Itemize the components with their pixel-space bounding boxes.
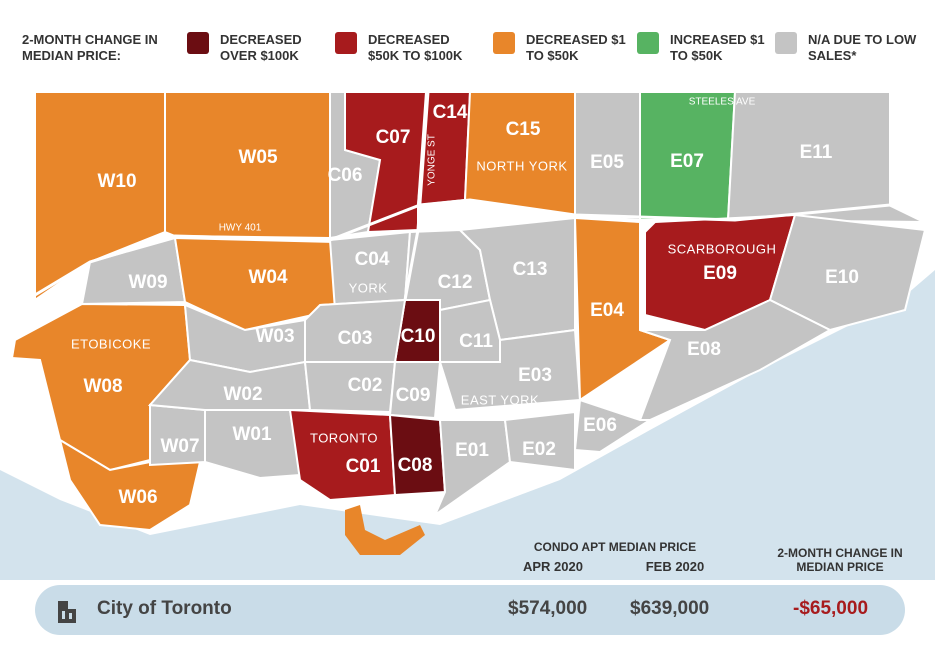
district xyxy=(463,91,576,217)
district-label: C12 xyxy=(438,272,473,293)
district xyxy=(319,230,412,312)
area-label: ETOBICOKE xyxy=(71,336,151,351)
road-label: HWY 401 xyxy=(219,223,262,234)
row-value: $639,000 xyxy=(630,598,710,619)
map: W10 W05 W09 W04 W08 W06 W07 W03 W02 W01 C06 C07 C14 C… xyxy=(0,91,935,580)
district xyxy=(344,91,428,234)
road xyxy=(29,198,926,300)
district-label: C11 xyxy=(459,331,493,352)
road-label: YONGE ST xyxy=(427,134,438,186)
summary-header: CONDO APT MEDIAN PRICE xyxy=(533,540,697,554)
district-label: W05 xyxy=(238,147,278,168)
legend-swatch xyxy=(493,32,515,54)
district-label: C04 xyxy=(355,249,390,270)
districts xyxy=(10,91,927,532)
island xyxy=(345,505,425,555)
road-label: STEELES AVE xyxy=(689,97,756,108)
legend-label: DECREASED OVER $100K xyxy=(220,32,302,63)
lake xyxy=(0,270,935,580)
row-name: City of Toronto xyxy=(97,598,232,619)
district-label: W04 xyxy=(248,267,288,288)
column-header: APR 2020 xyxy=(523,559,583,574)
district-label: W06 xyxy=(118,487,157,508)
district xyxy=(34,91,166,302)
district-label: W10 xyxy=(97,171,136,192)
legend-swatch xyxy=(187,32,209,54)
legend-label: N/A DUE TO LOW SALES* xyxy=(808,32,917,63)
district xyxy=(388,361,442,420)
column-header: 2-MONTH CHANGE IN MEDIAN PRICE xyxy=(777,546,903,574)
district xyxy=(288,408,397,502)
district-label: W08 xyxy=(83,376,122,397)
district xyxy=(638,298,833,421)
district-label: C14 xyxy=(433,102,468,123)
legend-label: DECREASED $50K TO $100K xyxy=(368,32,463,63)
legend-label: INCREASED $1 TO $50K xyxy=(670,32,765,63)
district-label: C08 xyxy=(398,455,433,476)
district-label: E07 xyxy=(670,151,704,172)
area-label: EAST YORK xyxy=(461,392,539,407)
district-label: W07 xyxy=(160,436,199,457)
district-label: E03 xyxy=(518,365,552,386)
row-value: $574,000 xyxy=(508,598,588,619)
district-label: C07 xyxy=(376,127,411,148)
district-label: C09 xyxy=(396,385,431,406)
district-label: C10 xyxy=(401,326,436,347)
district-label: E04 xyxy=(590,300,624,321)
summary-row xyxy=(35,585,905,635)
district xyxy=(768,213,927,332)
district-label: E08 xyxy=(687,339,721,360)
column-header: FEB 2020 xyxy=(645,559,705,574)
district xyxy=(204,409,302,480)
legend-swatch xyxy=(637,32,659,54)
district xyxy=(173,236,336,332)
legend-swatch xyxy=(335,32,357,54)
district-label: W01 xyxy=(232,424,272,445)
district xyxy=(432,419,512,518)
district-label: E06 xyxy=(583,415,617,436)
area-label: TORONTO xyxy=(310,430,378,445)
district-label: E11 xyxy=(800,142,833,163)
area-label: SCARBOROUGH xyxy=(668,241,777,256)
district-label: E09 xyxy=(703,263,737,284)
legend-title: 2-MONTH CHANGE IN MEDIAN PRICE: xyxy=(22,32,158,63)
area-label: YORK xyxy=(349,280,388,295)
district-label: C02 xyxy=(348,375,383,396)
district xyxy=(438,328,582,412)
district-label: E10 xyxy=(825,267,859,288)
row-change: -$65,000 xyxy=(793,598,869,619)
road xyxy=(403,91,430,301)
district-label: W03 xyxy=(255,326,294,347)
district-label: E05 xyxy=(590,152,624,173)
labels: W10 W05 W09 W04 W08 W06 W07 W03 W02 W01 C06 C07 C14 C… xyxy=(71,97,859,508)
district-label: C13 xyxy=(513,259,548,280)
district-label: C15 xyxy=(506,119,541,140)
district-label: W02 xyxy=(223,384,262,405)
district xyxy=(304,298,407,363)
area-label: NORTH YORK xyxy=(476,158,567,173)
district-label: C06 xyxy=(328,165,363,186)
district-label: C01 xyxy=(346,456,381,477)
legend-swatch xyxy=(775,32,797,54)
district-label: E01 xyxy=(455,440,489,461)
district-label: E02 xyxy=(522,439,556,460)
district-label: C03 xyxy=(338,328,373,349)
district xyxy=(503,410,576,472)
legend-label: DECREASED $1 TO $50K xyxy=(526,32,626,63)
district-label: W09 xyxy=(128,272,167,293)
